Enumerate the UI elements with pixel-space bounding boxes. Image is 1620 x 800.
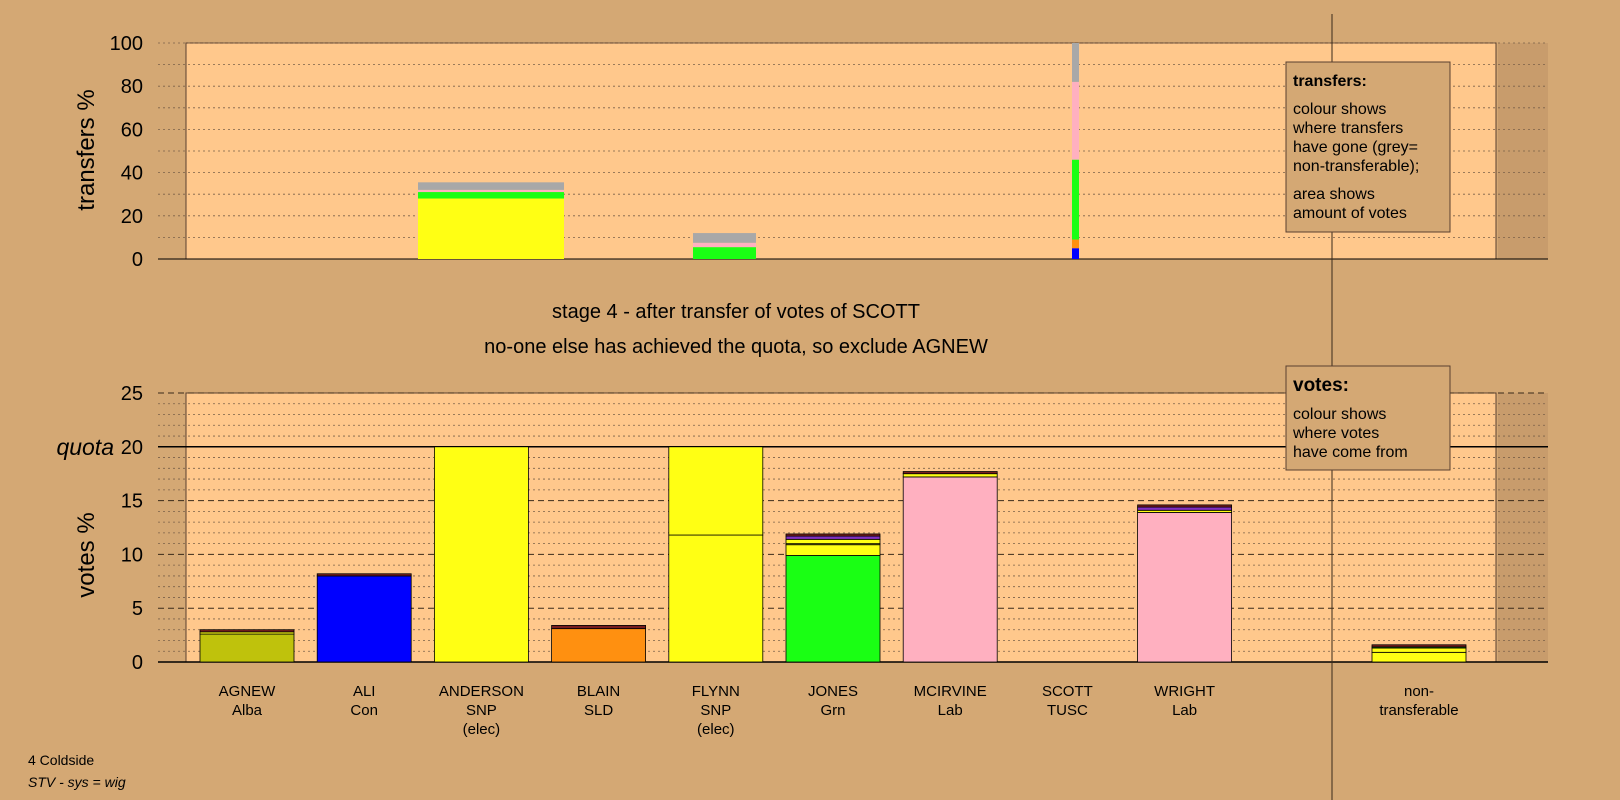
candidate-name-label: AGNEW xyxy=(219,683,277,700)
transfer-segment xyxy=(418,189,564,193)
vote-segment xyxy=(1371,647,1467,653)
caption-line-1: stage 4 - after transfer of votes of SCO… xyxy=(552,301,920,323)
transfers-legend-line: colour shows xyxy=(1293,101,1386,118)
transfers-legend-line: have gone (grey= xyxy=(1293,139,1418,156)
footer-system: STV - sys = wig xyxy=(28,774,126,790)
vote-segment xyxy=(668,446,764,536)
votes-legend-line: colour shows xyxy=(1293,406,1386,423)
transfers-legend: transfers: colour shows where transfers … xyxy=(1285,61,1451,233)
candidate-party-label: SLD xyxy=(584,702,613,719)
vote-segment xyxy=(199,633,295,663)
transfer-segment xyxy=(1072,239,1079,249)
quota-label: quota xyxy=(56,434,114,460)
y-tick-label: 5 xyxy=(132,598,143,620)
candidate-party-label: Grn xyxy=(820,702,845,719)
y-tick-label: 60 xyxy=(121,119,143,141)
y-axis-label: votes % xyxy=(73,512,100,597)
candidate-name-label: WRIGHT xyxy=(1154,683,1215,700)
vote-segment xyxy=(551,628,646,663)
y-tick-label: 40 xyxy=(121,163,143,185)
votes-legend: votes: colour shows where votes have com… xyxy=(1285,365,1451,471)
transfer-segment xyxy=(418,198,564,259)
vote-segment xyxy=(1137,512,1232,663)
vote-segment xyxy=(1371,644,1467,648)
candidate-party-label: SNP xyxy=(700,702,731,719)
vote-segment xyxy=(902,473,998,478)
y-tick-label: 15 xyxy=(121,491,143,513)
vote-segment xyxy=(785,538,881,545)
candidate-name-label: JONES xyxy=(808,683,858,700)
y-tick-label: 20 xyxy=(121,437,143,459)
transfer-segment xyxy=(693,242,756,248)
vote-segment xyxy=(902,476,998,663)
y-tick-label: 25 xyxy=(121,383,143,405)
candidate-name-label: MCIRVINE xyxy=(914,683,987,700)
y-tick-label: 10 xyxy=(121,544,143,566)
candidate-name-label: ALI xyxy=(353,683,376,700)
votes-legend-line: where votes xyxy=(1292,425,1379,442)
candidate-party-label: Lab xyxy=(1172,702,1197,719)
vote-segment xyxy=(785,544,881,556)
votes-panel: 0 5 10 15 20 25 quota votes % AGNEW Alba ALI Con AND… xyxy=(56,383,1548,738)
plot-shade xyxy=(1498,393,1548,662)
candidate-party-label: SNP xyxy=(466,702,497,719)
transfer-segment xyxy=(1072,43,1079,82)
caption-line-2: no-one else has achieved the quota, so e… xyxy=(484,336,988,358)
vote-segment xyxy=(902,471,998,475)
vote-segment xyxy=(1137,506,1232,511)
transfer-segment xyxy=(418,182,564,190)
candidate-note-label: (elec) xyxy=(463,721,501,738)
footer-ward: 4 Coldside xyxy=(28,752,94,768)
vote-segment xyxy=(668,534,764,663)
vote-segment xyxy=(433,446,529,663)
transfer-segment xyxy=(1072,81,1079,160)
vote-segment xyxy=(785,555,881,663)
transfers-legend-line: area shows xyxy=(1293,186,1375,203)
transfer-segment xyxy=(693,233,756,243)
candidate-name-label: non- xyxy=(1404,683,1434,700)
candidate-name-label: ANDERSON xyxy=(439,683,524,700)
y-tick-label: 100 xyxy=(110,33,143,55)
y-axis-label: transfers % xyxy=(73,89,100,210)
y-tick-label: 20 xyxy=(121,206,143,228)
vote-segment xyxy=(785,533,881,537)
votes-legend-title: votes: xyxy=(1293,375,1349,396)
candidate-name-label: FLYNN xyxy=(692,683,740,700)
y-tick-label: 0 xyxy=(132,652,143,674)
vote-segment xyxy=(785,535,881,540)
candidate-party-label: Con xyxy=(350,702,378,719)
vote-segment xyxy=(199,629,295,633)
transfer-segment xyxy=(693,247,756,259)
transfers-legend-line: non-transferable); xyxy=(1293,158,1419,175)
vote-segment xyxy=(316,573,412,577)
candidate-name-label: BLAIN xyxy=(577,683,620,700)
y-tick-label: 80 xyxy=(121,76,143,98)
transfer-segment xyxy=(1072,248,1079,259)
vote-segment xyxy=(1137,504,1232,508)
candidate-name-label: SCOTT xyxy=(1042,683,1093,700)
transfers-panel: 0 20 40 60 80 100 transfers % xyxy=(73,33,1548,271)
transfer-segment xyxy=(418,192,564,199)
candidate-party-label: transferable xyxy=(1379,702,1458,719)
transfers-legend-line: where transfers xyxy=(1292,120,1403,137)
vote-segment xyxy=(551,625,646,630)
vote-segment xyxy=(316,575,412,663)
transfers-legend-title: transfers: xyxy=(1293,73,1367,90)
transfers-legend-line: amount of votes xyxy=(1293,205,1407,222)
candidate-note-label: (elec) xyxy=(697,721,735,738)
candidate-party-label: TUSC xyxy=(1047,702,1088,719)
candidate-party-label: Lab xyxy=(938,702,963,719)
candidate-party-label: Alba xyxy=(232,702,263,719)
votes-legend-line: have come from xyxy=(1293,444,1408,461)
vote-segment xyxy=(1371,651,1467,663)
y-tick-label: 0 xyxy=(132,249,143,271)
transfer-segment xyxy=(1072,159,1079,240)
